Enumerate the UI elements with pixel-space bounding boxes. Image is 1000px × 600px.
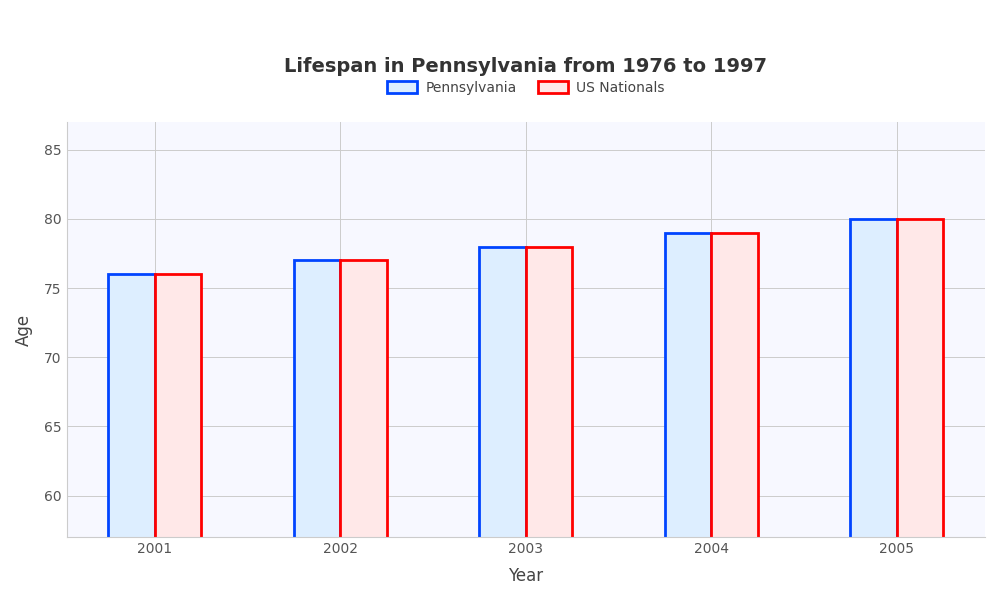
X-axis label: Year: Year: [508, 567, 543, 585]
Bar: [340, 260, 387, 600]
Bar: [526, 247, 572, 600]
Legend: Pennsylvania, US Nationals: Pennsylvania, US Nationals: [381, 75, 671, 100]
Bar: [665, 233, 711, 600]
Bar: [850, 219, 897, 600]
Y-axis label: Age: Age: [15, 313, 33, 346]
Bar: [155, 274, 201, 600]
Bar: [711, 233, 758, 600]
Bar: [479, 247, 526, 600]
Bar: [897, 219, 943, 600]
Bar: [294, 260, 340, 600]
Title: Lifespan in Pennsylvania from 1976 to 1997: Lifespan in Pennsylvania from 1976 to 19…: [284, 57, 767, 76]
Bar: [108, 274, 155, 600]
